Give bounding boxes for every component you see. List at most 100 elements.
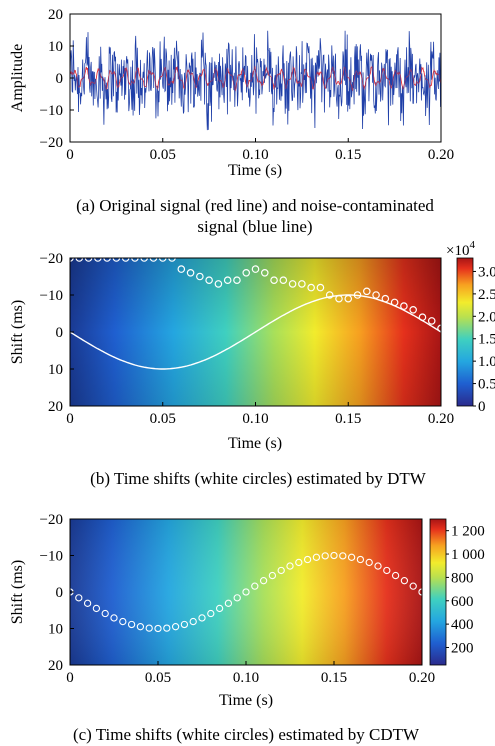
cdtw-shift-point	[383, 566, 391, 575]
panel-b-xtick-label: 0	[66, 411, 74, 427]
panel-c-ytick-label: −10	[40, 549, 63, 565]
panel-b-ytick-label: −10	[40, 288, 63, 304]
cdtw-shift-point	[163, 624, 171, 632]
panel-c-ytick-label: 0	[56, 585, 64, 601]
cdtw-shift-point	[75, 594, 83, 602]
panel-b-colorbar	[456, 257, 474, 407]
dtw-shift-point	[205, 276, 213, 285]
panel-a-xlabel: Time (s)	[228, 162, 282, 179]
panel-a-caption-line-1: (a) Original signal (red line) and noise…	[76, 196, 434, 215]
dtw-shift-point	[223, 276, 232, 285]
dtw-shift-point	[409, 305, 417, 314]
cdtw-shift-point	[374, 562, 382, 570]
dtw-shift-point	[353, 291, 362, 299]
cdtw-shift-point	[400, 577, 409, 585]
dtw-shift-point	[196, 272, 204, 281]
cdtw-shift-point	[198, 614, 206, 622]
dtw-shift-point	[251, 265, 260, 273]
cdtw-shift-point	[180, 620, 189, 629]
panel-c-colorbar-label: 800	[451, 570, 474, 586]
panel-b-colorbar-multiplier-base: ×10	[446, 243, 469, 259]
panel-c-xtick-label: 0.10	[233, 670, 259, 686]
panel-c-xlabel: Time (s)	[219, 692, 273, 709]
dtw-shift-point	[307, 283, 315, 292]
panel-b: 0 0.05 0.10 0.15 0.20 −20 −10 0 10 20 Time (s) Sh…	[9, 239, 495, 488]
cdtw-shift-point	[303, 555, 312, 564]
panel-c-caption: (c) Time shifts (white circles) estimate…	[73, 725, 420, 744]
noisy-signal-line	[70, 30, 441, 131]
panel-c-colorbar-label: 1 200	[451, 524, 485, 540]
cdtw-shift-point	[136, 623, 145, 631]
cdtw-shift-point	[365, 558, 373, 567]
dtw-shift-point	[260, 268, 269, 277]
panel-a-ytick-label: 10	[48, 39, 63, 55]
cdtw-shift-point	[127, 620, 136, 629]
cdtw-shift-point	[391, 571, 400, 580]
dtw-shift-point	[400, 302, 408, 310]
panel-b-ytick-label: 10	[48, 362, 63, 378]
dtw-shift-point	[427, 317, 436, 325]
cdtw-shift-point	[268, 571, 277, 580]
dtw-shift-point	[372, 291, 380, 299]
panel-c-colorbar-label: 1 000	[451, 547, 485, 563]
dtw-shift-point	[298, 280, 306, 288]
dtw-shift-point	[242, 268, 251, 277]
cdtw-shift-point	[251, 582, 259, 590]
cdtw-shift-point	[101, 609, 109, 618]
dtw-shift-point	[390, 298, 399, 307]
panel-a-ytick-label: −20	[40, 135, 63, 151]
panel-b-ytick-label: −20	[40, 251, 63, 267]
cdtw-shift-point	[145, 624, 153, 632]
panel-b-xtick-label: 0.20	[428, 411, 454, 427]
dtw-shift-point	[270, 276, 278, 285]
cdtw-shift-point	[233, 594, 241, 602]
cdtw-shift-point	[215, 604, 224, 613]
dtw-shift-point	[279, 276, 288, 285]
panel-a-xtick-label: 0.05	[150, 147, 176, 163]
dtw-shift-point	[381, 294, 390, 303]
dtw-shift-point	[186, 268, 195, 277]
cdtw-shift-point	[224, 599, 233, 607]
cdtw-shift-point	[330, 551, 338, 560]
panel-c-ytick-label: 10	[48, 622, 63, 638]
panel-b-ytick-label: 20	[48, 399, 63, 415]
cdtw-shift-point	[312, 553, 321, 561]
panel-b-ytick-label: 0	[56, 325, 64, 341]
panel-b-colorbar-label: 3.0	[478, 264, 495, 280]
panel-b-colorbar-multiplier: ×104	[446, 239, 475, 259]
panel-c-ylabel: Shift (ms)	[9, 560, 26, 624]
panel-c: 0 0.05 0.10 0.15 0.20 −20 −10 0 10 20 Time (s) Sh…	[9, 512, 485, 744]
dtw-shift-point	[325, 291, 334, 299]
cdtw-shift-point	[154, 624, 162, 633]
cdtw-shift-point	[321, 552, 329, 560]
panel-c-colorbar-label: 600	[451, 594, 474, 610]
panel-a-ytick-label: 20	[48, 7, 63, 23]
panel-b-xlabel: Time (s)	[228, 435, 282, 452]
dtw-shift-point	[344, 294, 353, 303]
panel-b-colorbar-label: 0.5	[478, 377, 495, 393]
panel-c-ytick-label: 20	[48, 658, 63, 674]
panel-b-xtick-label: 0.10	[242, 411, 268, 427]
panel-c-xtick-label: 0.05	[145, 670, 171, 686]
panel-a-ytick-label: 0	[56, 71, 64, 87]
panel-c-colorbar-label: 400	[451, 617, 474, 633]
panel-b-colorbar-label: 2.0	[478, 309, 495, 325]
cdtw-shift-point	[110, 614, 118, 622]
original-signal-line-overlay	[70, 65, 441, 92]
cdtw-shift-point	[171, 623, 180, 631]
panel-b-true-shift-curve	[69, 294, 442, 370]
panel-a: 0 0.05 0.10 0.15 0.20 20 10 0 −10 −20 Time (s) Am…	[9, 7, 454, 236]
panel-c-xtick-label: 0	[66, 670, 74, 686]
panel-b-caption: (b) Time shifts (white circles) estimate…	[90, 469, 427, 488]
cdtw-shift-point	[207, 609, 215, 618]
dtw-shift-point	[288, 280, 297, 288]
panel-b-xtick-label: 0.05	[150, 411, 176, 427]
panel-c-colorbar-label: 200	[451, 640, 474, 656]
panel-a-xtick-label: 0.20	[428, 147, 454, 163]
cdtw-shift-point	[242, 588, 250, 596]
panel-b-colorbar-label: 2.5	[478, 287, 495, 303]
signal-lines	[70, 30, 441, 131]
panel-c-xtick-label: 0.20	[409, 670, 435, 686]
panel-b-colorbar-multiplier-exp: 4	[469, 239, 475, 251]
